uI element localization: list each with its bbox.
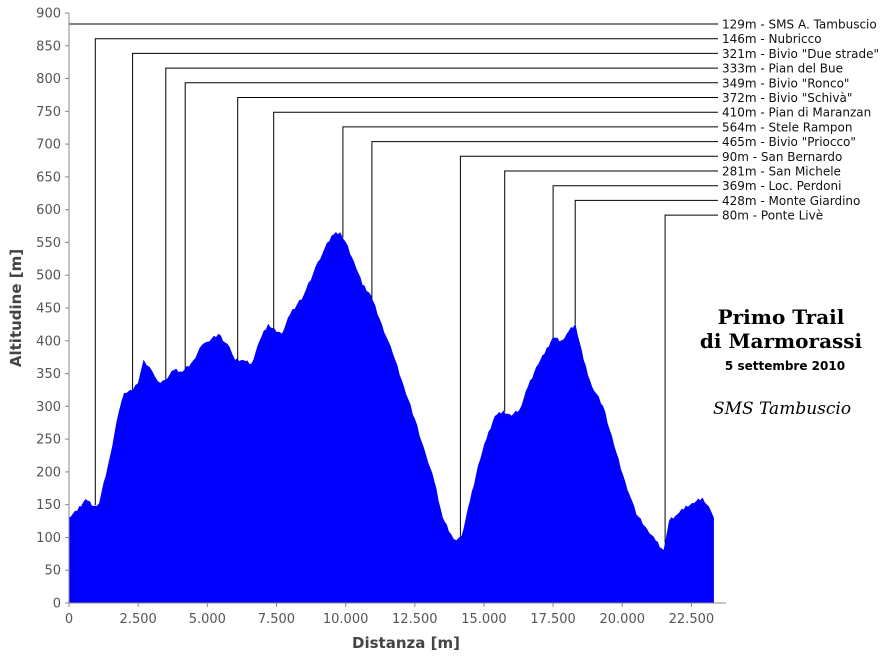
x-tick-label: 12.500 [392, 612, 438, 627]
y-axis-title: Altitudine [m] [7, 249, 25, 367]
waypoint-label: 281m - San Michele [722, 165, 841, 179]
trail-title-line1: Primo Trail [718, 305, 845, 329]
y-tick-label: 150 [36, 498, 61, 513]
y-tick-label: 500 [36, 269, 61, 284]
y-tick-label: 0 [53, 597, 61, 612]
y-tick-label: 600 [36, 203, 61, 218]
waypoint-leader [273, 111, 718, 330]
x-tick-label: 15.000 [461, 612, 507, 627]
waypoint-leader [504, 170, 718, 412]
waypoint-label: 564m - Stele Rampon [722, 120, 852, 134]
waypoint-leader [237, 97, 718, 361]
x-axis-title: Distanza [m] [352, 634, 460, 652]
waypoint-leader [342, 126, 718, 238]
waypoint-label: 146m - Nubricco [722, 32, 822, 46]
waypoint-label: 349m - Bivio "Ronco" [722, 76, 849, 90]
waypoint-leader [132, 52, 718, 392]
x-tick-label: 7.500 [258, 612, 295, 627]
waypoint-leader [459, 155, 718, 538]
waypoint-label: 321m - Bivio "Due strade" [722, 47, 879, 61]
y-tick-label: 850 [36, 39, 61, 54]
y-tick-label: 300 [36, 400, 61, 415]
y-tick-label: 650 [36, 170, 61, 185]
elevation-area [68, 232, 714, 604]
trail-annotation: Primo Trail di Marmorassi 5 settembre 20… [700, 305, 863, 419]
waypoint-leader [552, 185, 718, 338]
waypoint-label: 410m - Pian di Maranzan [722, 106, 871, 120]
x-tick-label: 5.000 [189, 612, 226, 627]
waypoint-label: 90m - San Bernardo [722, 150, 842, 164]
y-tick-label: 550 [36, 236, 61, 251]
y-tick-label: 750 [36, 105, 61, 120]
y-tick-label: 350 [36, 367, 61, 382]
y-tick-label: 50 [44, 564, 61, 579]
waypoint-leader [165, 67, 718, 381]
waypoint-label: 333m - Pian del Bue [722, 62, 843, 76]
waypoint-leader [371, 141, 718, 299]
y-tick-label: 800 [36, 72, 61, 87]
trail-title-line2: di Marmorassi [700, 329, 863, 353]
y-tick-label: 450 [36, 302, 61, 317]
waypoint-label: 80m - Ponte Livè [722, 209, 823, 223]
waypoint-label: 369m - Loc. Perdoni [722, 179, 841, 193]
waypoint-label: 465m - Bivio "Priocco" [722, 135, 856, 149]
axes: 0 50 100 150 200 250 300 350 400 450 500 550 600 650 7… [36, 7, 726, 627]
waypoint-leader [94, 38, 718, 506]
y-tick-label: 250 [36, 433, 61, 448]
y-tick-label: 200 [36, 465, 61, 480]
waypoint-label: 372m - Bivio "Schivà" [722, 91, 852, 105]
x-tick-label: 0 [65, 612, 73, 627]
x-tick-label: 20.000 [600, 612, 646, 627]
trail-date: 5 settembre 2010 [725, 359, 845, 373]
x-tick-label: 17.500 [530, 612, 576, 627]
organizer-signature: SMS Tambuscio [713, 399, 851, 419]
y-tick-label: 900 [36, 7, 61, 22]
plot-area [68, 232, 714, 604]
y-tick-label: 400 [36, 334, 61, 349]
waypoint-leader [574, 199, 718, 325]
x-tick-label: 10.000 [323, 612, 369, 627]
waypoint-label: 129m - SMS A. Tambuscio [722, 18, 877, 32]
x-tick-label: 2.500 [120, 612, 157, 627]
y-tick-label: 700 [36, 138, 61, 153]
y-tick-label: 100 [36, 531, 61, 546]
x-tick-label: 22.500 [669, 612, 715, 627]
waypoint-label: 428m - Monte Giardino [722, 194, 860, 208]
waypoint-leader [664, 214, 718, 544]
waypoint-leader [184, 82, 718, 370]
